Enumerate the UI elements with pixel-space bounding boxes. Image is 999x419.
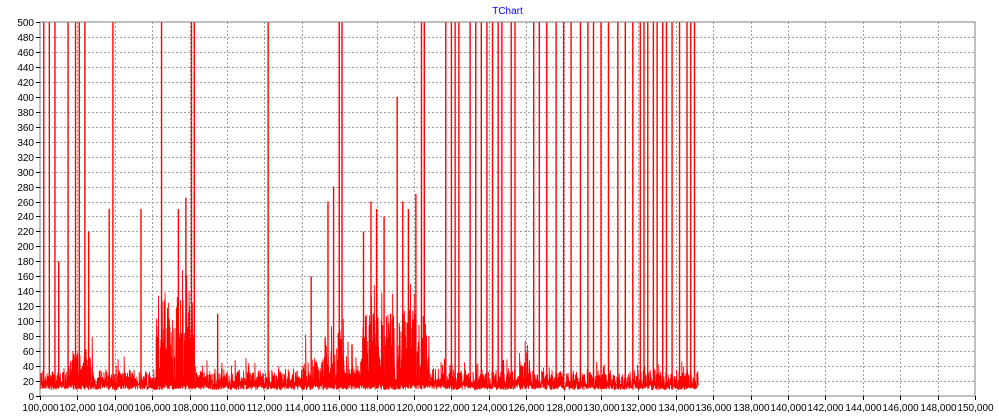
- y-tick-label: 460: [17, 48, 34, 59]
- y-tick-label: 120: [17, 302, 34, 313]
- y-tick-label: 240: [17, 212, 34, 223]
- x-tick-label: 100,000: [22, 403, 59, 414]
- y-tick-label: 320: [17, 153, 34, 164]
- x-tick-label: 106,000: [134, 403, 171, 414]
- x-tick-label: 134,000: [658, 403, 695, 414]
- x-tick-label: 108,000: [172, 403, 209, 414]
- x-tick-label: 136,000: [695, 403, 732, 414]
- y-tick-label: 100: [17, 317, 34, 328]
- series-layer: [39, 22, 699, 391]
- x-tick-label: 116,000: [322, 403, 358, 414]
- x-tick-label: 146,000: [882, 403, 919, 414]
- x-tick-label: 150,000: [957, 403, 994, 414]
- y-tick-label: 340: [17, 138, 34, 149]
- x-tick-label: 126,000: [508, 403, 545, 414]
- x-tick-label: 140,000: [770, 403, 807, 414]
- x-tick-label: 132,000: [620, 403, 657, 414]
- y-tick-label: 0: [28, 392, 34, 403]
- chart-title: TChart: [492, 6, 523, 17]
- y-tick-label: 440: [17, 63, 34, 74]
- y-tick-label: 380: [17, 108, 34, 119]
- x-tick-label: 138,000: [733, 403, 770, 414]
- y-tick-label: 40: [23, 362, 35, 373]
- y-tick-label: 20: [23, 377, 35, 388]
- x-tick-label: 112,000: [247, 403, 283, 414]
- x-tick-label: 118,000: [360, 403, 396, 414]
- y-tick-label: 480: [17, 33, 34, 44]
- y-tick-label: 220: [17, 227, 34, 238]
- x-tick-label: 120,000: [396, 403, 433, 414]
- x-tick-label: 114,000: [285, 403, 321, 414]
- y-tick-label: 280: [17, 183, 34, 194]
- y-tick-label: 140: [17, 287, 34, 298]
- x-tick-label: 122,000: [433, 403, 470, 414]
- y-tick-label: 60: [23, 347, 35, 358]
- x-tick-label: 130,000: [583, 403, 620, 414]
- x-tick-label: 102,000: [59, 403, 96, 414]
- x-tick-label: 104,000: [97, 403, 134, 414]
- plot-frame: [39, 21, 976, 397]
- y-tick-label: 500: [17, 18, 34, 29]
- x-tick-label: 110,000: [210, 403, 246, 414]
- x-tick-label: 128,000: [546, 403, 583, 414]
- series-line: [39, 270, 699, 391]
- y-tick-label: 420: [17, 78, 34, 89]
- x-tick-label: 148,000: [920, 403, 957, 414]
- y-tick-label: 200: [17, 242, 34, 253]
- x-tick-label: 124,000: [471, 403, 508, 414]
- axes: 0 20 40 60 80 100 120 140 160 180 200 220 240 260 280 3…: [17, 18, 994, 414]
- y-tick-label: 260: [17, 198, 34, 209]
- y-tick-label: 360: [17, 123, 34, 134]
- y-tick-label: 180: [17, 257, 34, 268]
- y-tick-label: 160: [17, 272, 34, 283]
- y-tick-label: 400: [17, 93, 34, 104]
- y-tick-label: 300: [17, 168, 34, 179]
- x-tick-label: 142,000: [807, 403, 844, 414]
- x-tick-label: 144,000: [845, 403, 882, 414]
- y-tick-label: 80: [23, 332, 35, 343]
